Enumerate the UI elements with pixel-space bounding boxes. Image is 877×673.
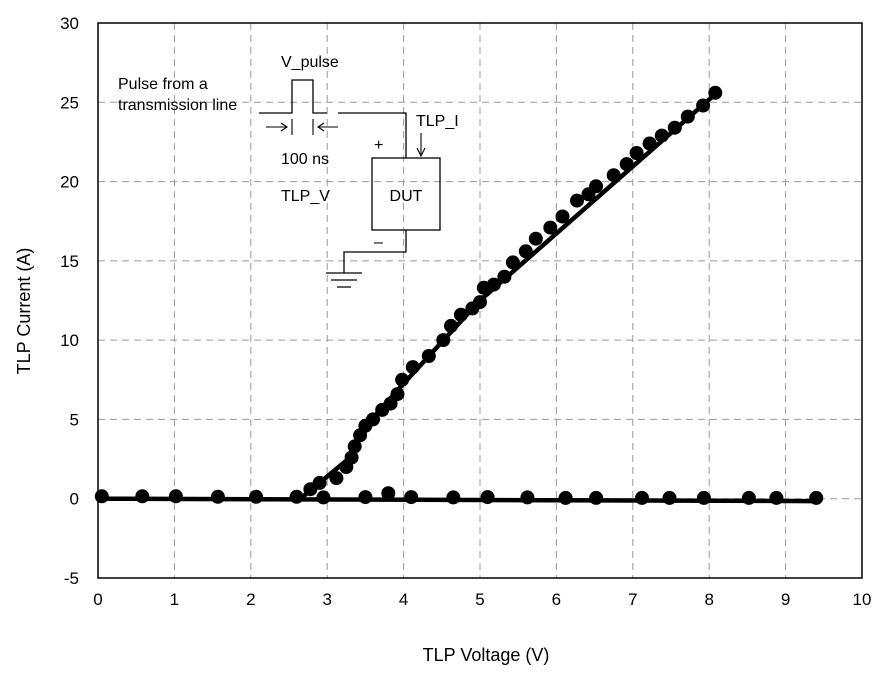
data-point <box>809 490 824 505</box>
data-point <box>446 490 461 505</box>
fit-lines <box>95 90 819 504</box>
data-point <box>358 490 373 505</box>
data-point <box>395 372 410 387</box>
data-point <box>390 387 405 402</box>
y-tick-label: 30 <box>60 14 79 33</box>
y-tick-label: 20 <box>60 173 79 192</box>
data-point <box>769 490 784 505</box>
data-point <box>505 255 520 270</box>
data-point <box>619 157 634 172</box>
x-axis-label: TLP Voltage (V) <box>423 645 550 665</box>
y-tick-label: 15 <box>60 252 79 271</box>
y-axis-label: TLP Current (A) <box>14 248 34 375</box>
data-point <box>528 231 543 246</box>
vpulse-label: V_pulse <box>281 54 339 71</box>
data-point <box>708 85 723 100</box>
data-point <box>486 277 501 292</box>
x-tick-label: 9 <box>781 590 790 609</box>
data-point <box>520 490 535 505</box>
y-tick-label: 10 <box>60 331 79 350</box>
data-point <box>289 489 304 504</box>
data-point <box>366 412 380 427</box>
data-point <box>135 489 150 504</box>
data-point <box>741 490 756 505</box>
x-tick-label: 3 <box>322 590 331 609</box>
data-point <box>497 269 512 284</box>
data-point <box>480 490 495 505</box>
data-point <box>249 489 264 504</box>
data-point <box>680 109 695 124</box>
data-point <box>210 489 225 504</box>
data-point <box>558 490 573 505</box>
pulse-waveform <box>259 79 327 114</box>
data-point <box>347 439 362 454</box>
data-point <box>629 146 644 160</box>
data-point <box>94 489 109 504</box>
data-point <box>473 295 487 310</box>
data-point <box>312 475 327 490</box>
x-tick-label: 6 <box>552 590 561 609</box>
data-point <box>642 136 657 151</box>
x-tick-label: 5 <box>475 590 484 609</box>
data-point <box>696 98 711 113</box>
data-point <box>696 490 711 505</box>
pulse-width-dimension <box>266 119 338 135</box>
x-tick-label: 7 <box>628 590 637 609</box>
data-point <box>589 179 604 194</box>
data-point <box>543 220 558 235</box>
wire-to-dut-top <box>338 112 407 158</box>
data-point <box>570 193 584 208</box>
y-tick-label: 0 <box>70 490 79 509</box>
ground-icon <box>326 272 362 288</box>
tlp-v-label: TLP_V <box>281 188 330 205</box>
data-point <box>316 490 331 505</box>
wire-to-ground <box>343 230 407 273</box>
data-point <box>453 307 468 322</box>
data-point <box>329 471 344 486</box>
pulse-label-line2: transmission line <box>118 97 237 114</box>
data-point <box>654 128 669 143</box>
pulse-label-line1: Pulse from a <box>118 76 208 93</box>
data-point <box>606 168 621 183</box>
data-point <box>518 244 533 259</box>
data-point <box>662 490 677 505</box>
data-markers <box>94 85 824 505</box>
data-point <box>168 489 183 504</box>
data-point <box>635 490 649 505</box>
dut-label: DUT <box>390 188 423 205</box>
data-point <box>405 360 420 375</box>
data-point <box>381 486 396 501</box>
x-tick-label: 1 <box>170 590 179 609</box>
x-tick-label: 10 <box>853 590 872 609</box>
x-tick-label: 4 <box>399 590 408 609</box>
current-arrow-icon <box>416 133 426 158</box>
y-tick-label: 25 <box>60 93 79 112</box>
x-tick-label: 0 <box>93 590 102 609</box>
data-point <box>589 490 604 505</box>
data-point <box>404 490 419 505</box>
data-point <box>667 120 682 135</box>
plus-sign: + <box>374 137 383 154</box>
pulse-width-label: 100 ns <box>281 151 329 168</box>
y-tick-label: -5 <box>64 569 79 588</box>
circuit-inset: Pulse from a transmission line V_pulse 1… <box>118 54 459 288</box>
tlp-i-label: TLP_I <box>416 113 459 130</box>
x-tick-label: 2 <box>246 590 255 609</box>
data-point <box>436 333 451 348</box>
axis-ticks: 0 1 2 3 4 5 6 7 8 9 10 -5 0 5 10 15 20 25 30 <box>60 14 871 609</box>
plot-frame <box>97 22 863 579</box>
data-point <box>421 349 436 363</box>
y-tick-label: 5 <box>70 410 79 429</box>
data-point <box>344 450 359 465</box>
data-point <box>444 318 458 333</box>
minus-sign: – <box>374 234 383 251</box>
x-tick-label: 8 <box>704 590 713 609</box>
data-point <box>555 209 570 224</box>
